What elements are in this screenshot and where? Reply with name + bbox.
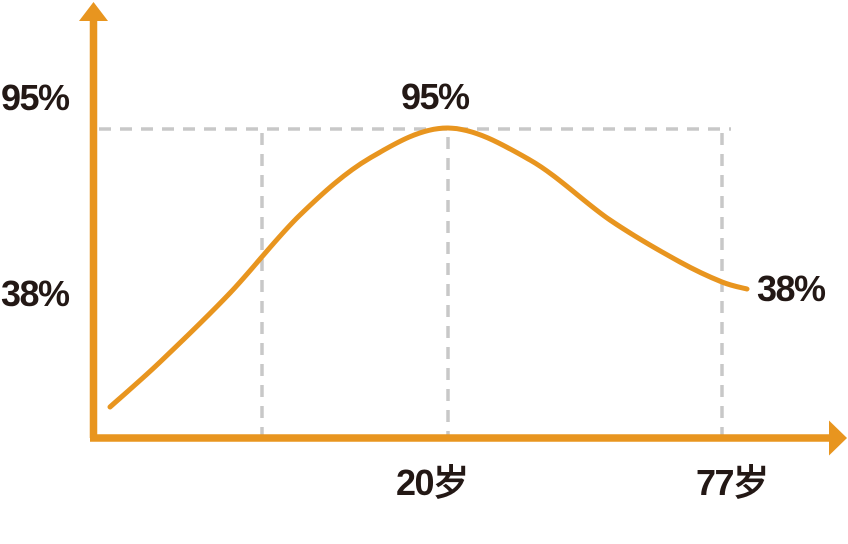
curve-line bbox=[107, 125, 750, 410]
x-axis-arrow-icon bbox=[829, 420, 847, 456]
y-axis-label-95: 95% bbox=[1, 77, 70, 118]
x-axis-label-age-77: 77岁 bbox=[696, 462, 769, 503]
y-axis-label-38: 38% bbox=[1, 273, 70, 314]
y-axis-arrow-icon bbox=[79, 2, 108, 21]
curve-end-value-label: 38% bbox=[757, 268, 826, 309]
peak-value-label: 95% bbox=[401, 76, 470, 117]
x-axis-label-age-20: 20岁 bbox=[396, 462, 469, 503]
